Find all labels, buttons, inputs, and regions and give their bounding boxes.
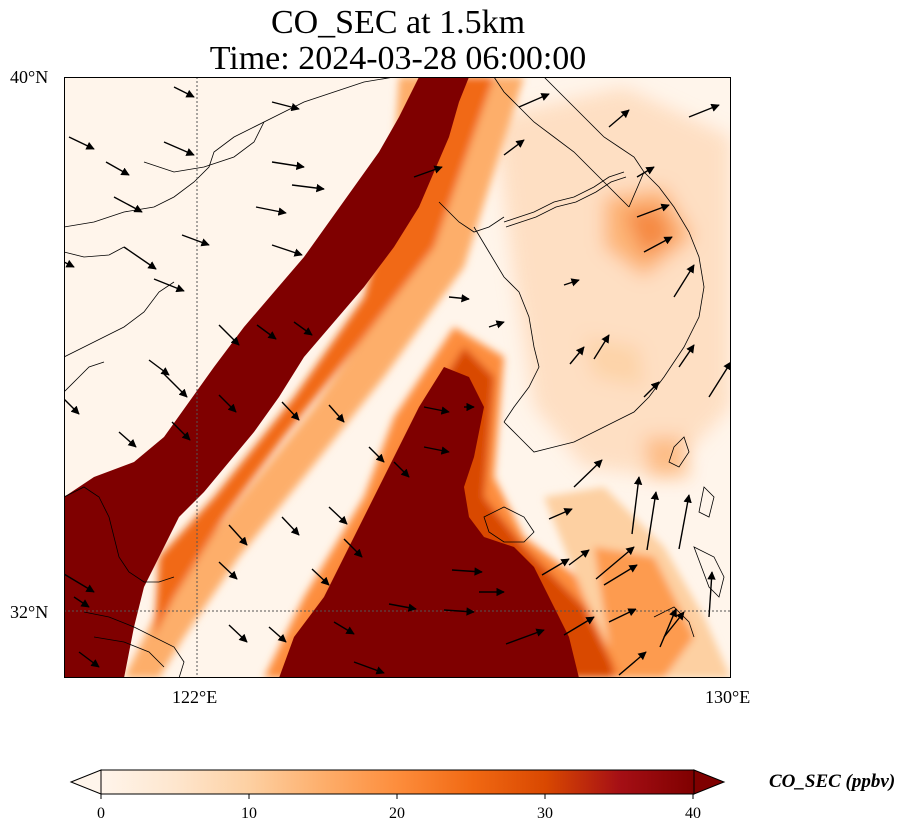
upper-plume-core bbox=[64, 77, 469, 678]
korea-low-field bbox=[494, 87, 731, 477]
colorbar-extend-max bbox=[693, 769, 726, 795]
colorbar-gradient bbox=[100, 769, 695, 795]
colorbar-label: CO_SEC (ppbv) bbox=[769, 771, 896, 792]
wind-vectors bbox=[64, 86, 731, 676]
lat-label-32n: 32°N bbox=[10, 602, 49, 622]
colorbar-tick-10: 10 bbox=[241, 805, 257, 822]
colorbar-tick-20: 20 bbox=[389, 805, 405, 822]
lon-label-130e: 130°E bbox=[705, 687, 751, 707]
map-frame bbox=[64, 77, 731, 678]
lat-label-40n: 40°N bbox=[10, 67, 49, 87]
colorbar-tick-40: 40 bbox=[685, 805, 701, 822]
map-title-line2: Time: 2024-03-28 06:00:00 bbox=[209, 40, 587, 77]
lower-plume-core bbox=[279, 367, 579, 678]
colorbar-ticks bbox=[100, 794, 694, 799]
lon-label-122e: 122°E bbox=[172, 687, 218, 707]
map-plot-area bbox=[64, 77, 731, 678]
colorbar bbox=[69, 769, 726, 799]
graticule bbox=[64, 77, 731, 678]
colorbar-tick-0: 0 bbox=[97, 805, 105, 822]
colorbar-extend-min bbox=[69, 769, 102, 795]
colorbar-tick-30: 30 bbox=[537, 805, 553, 822]
map-title-line1: CO_SEC at 1.5km bbox=[270, 4, 526, 41]
